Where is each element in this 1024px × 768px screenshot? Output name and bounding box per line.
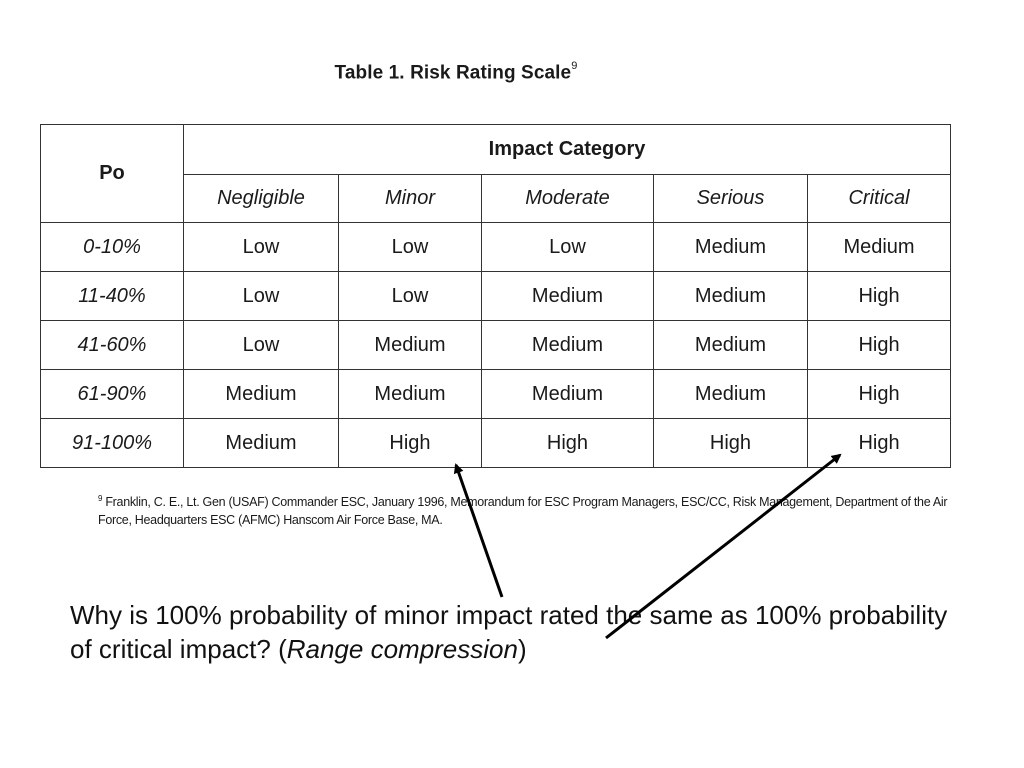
table-row: 61-90% Medium Medium Medium Medium High <box>40 369 952 419</box>
footnote-marker: 9 <box>98 494 103 503</box>
column-header-moderate: Moderate <box>481 174 654 223</box>
rating-cell: Medium <box>481 320 654 370</box>
column-header-negligible: Negligible <box>183 174 339 223</box>
table-title: Table 1. Risk Rating Scale9 <box>0 60 912 84</box>
rating-cell: Medium <box>183 369 339 419</box>
table-row: 0-10% Low Low Low Medium Medium <box>40 222 952 272</box>
table-body: 0-10% Low Low Low Medium Medium 11-40% Low Low Me… <box>40 222 952 468</box>
question-text: Why is 100% probability of minor impact … <box>70 598 950 666</box>
po-header: Po <box>40 124 184 223</box>
risk-rating-table: Po Impact Category Negligible Minor Modera… <box>40 124 952 468</box>
table-row: 41-60% Low Medium Medium Medium High <box>40 320 952 370</box>
rating-cell: High <box>806 369 952 419</box>
probability-cell: 61-90% <box>40 369 184 419</box>
rating-cell: Medium <box>481 271 654 321</box>
rating-cell: High <box>653 418 808 468</box>
rating-cell: Medium <box>653 369 808 419</box>
column-header-critical: Critical <box>806 174 952 223</box>
footnote: 9 Franklin, C. E., Lt. Gen (USAF) Comman… <box>98 490 958 529</box>
rating-cell: Low <box>183 320 339 370</box>
impact-category-header: Impact Category <box>182 124 952 175</box>
header-row-categories: Negligible Minor Moderate Serious Critical <box>41 174 952 223</box>
rating-cell: Medium <box>183 418 339 468</box>
header-row-group: Po Impact Category <box>40 124 952 223</box>
rating-cell: Medium <box>481 369 654 419</box>
rating-cell: Medium <box>653 271 808 321</box>
question-emphasis: Range compression <box>286 634 518 664</box>
question-close: ) <box>517 634 527 664</box>
rating-cell: High <box>806 271 952 321</box>
probability-cell: 0-10% <box>40 222 184 272</box>
rating-cell: Low <box>183 271 339 321</box>
probability-cell: 11-40% <box>40 271 184 321</box>
table-row: 11-40% Low Low Medium Medium High <box>40 271 952 321</box>
column-header-serious: Serious <box>653 174 808 223</box>
table-row: 91-100% Medium High High High High <box>40 418 952 468</box>
rating-cell: Low <box>338 222 482 272</box>
table-title-text: Table 1. Risk Rating Scale <box>334 62 572 84</box>
rating-cell: High <box>338 418 482 468</box>
title-footnote-marker: 9 <box>571 60 578 72</box>
footnote-text: Franklin, C. E., Lt. Gen (USAF) Commande… <box>98 495 948 528</box>
rating-cell: High <box>806 418 952 468</box>
probability-cell: 41-60% <box>40 320 184 370</box>
rating-cell: Low <box>338 271 482 321</box>
rating-cell: Medium <box>653 222 808 272</box>
rating-cell: Medium <box>338 369 482 419</box>
rating-cell: Medium <box>653 320 808 370</box>
rating-cell: Medium <box>338 320 482 370</box>
rating-cell: Low <box>183 222 339 272</box>
column-header-minor: Minor <box>338 174 482 223</box>
arrow-to-minor-high <box>453 463 504 598</box>
rating-cell: Medium <box>806 222 952 272</box>
probability-cell: 91-100% <box>40 418 184 468</box>
rating-cell: High <box>806 320 952 370</box>
rating-cell: High <box>481 418 654 468</box>
rating-cell: Low <box>481 222 654 272</box>
